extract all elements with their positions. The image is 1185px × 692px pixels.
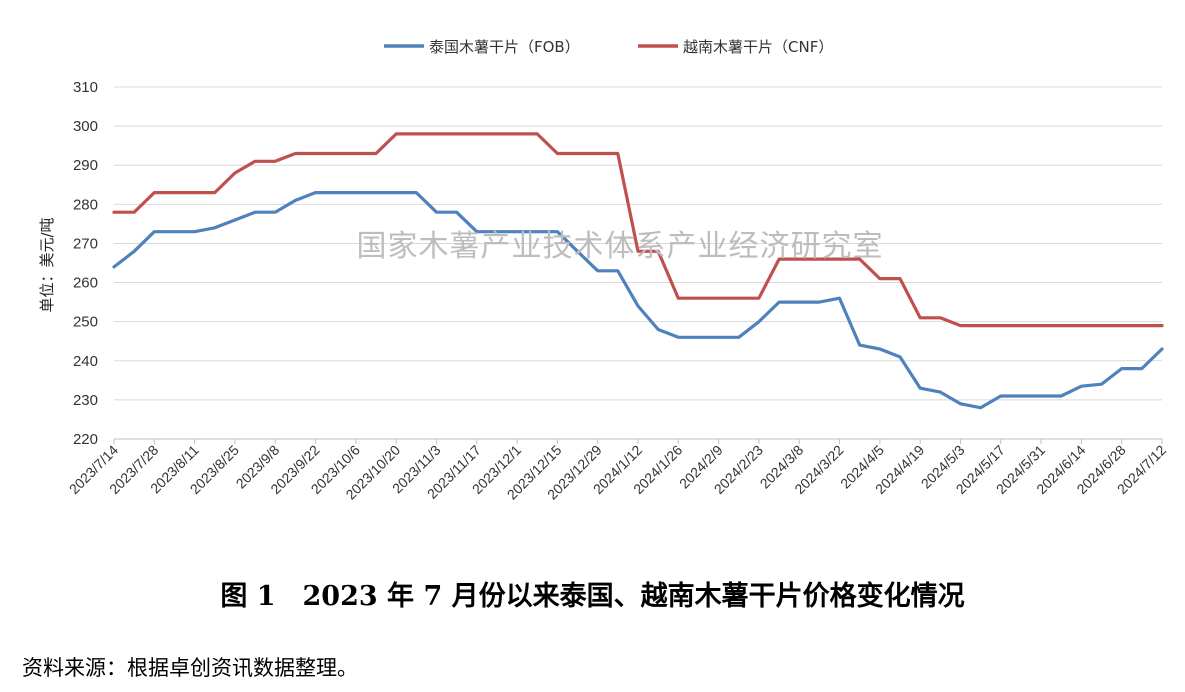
- legend-label-1: 越南木薯干片（CNF）: [683, 38, 833, 56]
- line-chart: 220 230 240 250 260 270 280 290 300 310 2023/7/14…: [38, 38, 1169, 503]
- y-tick-label: 240: [73, 353, 98, 370]
- y-tick-label: 310: [73, 79, 98, 96]
- y-axis-label: 单位：美元/吨: [38, 217, 56, 312]
- y-tick-label: 250: [73, 314, 98, 331]
- x-axis: 2023/7/142023/7/282023/8/112023/8/252023…: [66, 438, 1169, 503]
- y-tick-label: 280: [73, 196, 98, 213]
- y-tick-label: 260: [73, 275, 98, 292]
- source-note: 资料来源：根据卓创资讯数据整理。: [22, 656, 358, 680]
- y-axis: 220 230 240 250 260 270 280 290 300 310: [73, 79, 98, 448]
- y-tick-label: 300: [73, 118, 98, 135]
- series-lines: [112, 132, 1164, 410]
- y-tick-label: 220: [73, 431, 98, 448]
- legend: 泰国木薯干片（FOB） 越南木薯干片（CNF）: [384, 38, 833, 56]
- figure-caption: 图 1 2023 年 7 月份以来泰国、越南木薯干片价格变化情况: [220, 581, 965, 612]
- legend-label-0: 泰国木薯干片（FOB）: [429, 38, 580, 56]
- watermark-text: 国家木薯产业技术体系产业经济研究室: [357, 229, 884, 264]
- series-line-0: [112, 191, 1164, 410]
- y-tick-label: 270: [73, 235, 98, 252]
- y-tick-label: 230: [73, 392, 98, 409]
- y-tick-label: 290: [73, 157, 98, 174]
- series-line-1: [112, 132, 1164, 328]
